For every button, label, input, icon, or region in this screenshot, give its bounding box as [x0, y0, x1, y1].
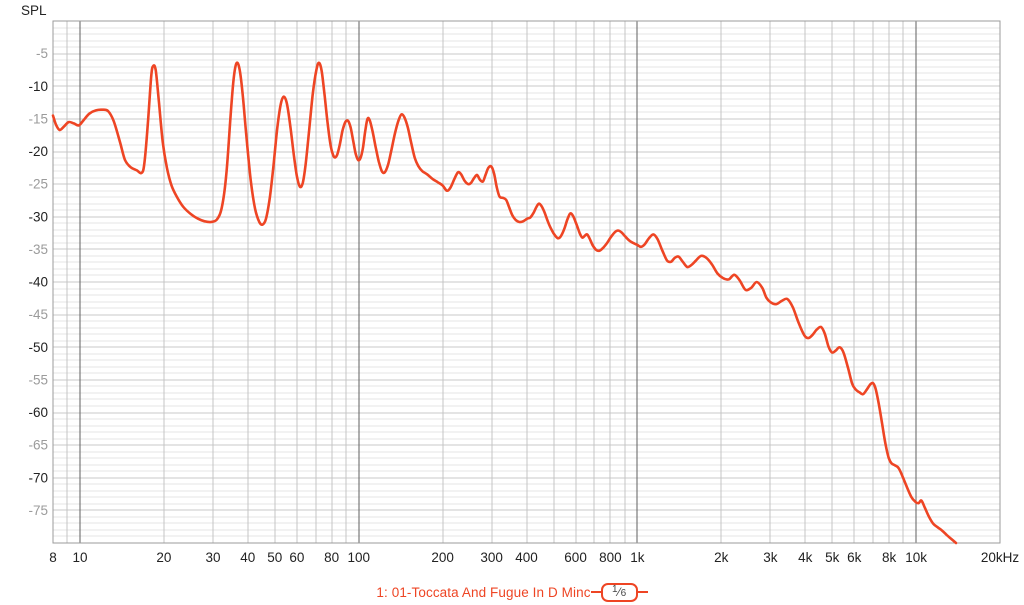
x-tick-label: 30 [205, 550, 220, 565]
smoothing-denominator: 6 [620, 588, 627, 599]
x-tick-label: 2k [714, 550, 729, 565]
x-tick-label: 600 [564, 550, 587, 565]
y-tick-label: -20 [28, 144, 48, 159]
y-tick-label: -15 [28, 111, 48, 126]
smoothing-fraction: 1 ⁄ 6 [612, 584, 627, 599]
x-tick-label: 20kHz [981, 550, 1020, 565]
x-tick-label: 6k [847, 550, 862, 565]
x-tick-label: 60 [289, 550, 304, 565]
smoothing-numerator: 1 [612, 584, 618, 595]
y-tick-label: -10 [28, 79, 48, 94]
x-tick-label: 8k [882, 550, 897, 565]
y-tick-label: -25 [28, 177, 48, 192]
y-tick-label: -55 [28, 372, 48, 387]
y-tick-label: -70 [28, 470, 48, 485]
x-tick-label: 100 [347, 550, 370, 565]
x-tick-label: 10 [72, 550, 87, 565]
legend-line-right [637, 591, 648, 593]
page-title: SPL [21, 3, 47, 18]
spl-trace-path [51, 61, 958, 545]
plot-border [52, 20, 1001, 544]
x-tick-label: 3k [763, 550, 778, 565]
y-tick-label: -65 [28, 438, 48, 453]
y-tick-label: -35 [28, 242, 48, 257]
x-tick-label: 1k [630, 550, 645, 565]
y-tick-label: -60 [28, 405, 48, 420]
x-tick-label: 80 [324, 550, 339, 565]
smoothing-badge: 1 ⁄ 6 [600, 582, 638, 602]
x-tick-label: 800 [599, 550, 622, 565]
y-axis-tick-labels: -5 -10 -15 -20 -25 -30 -35 -40 -45 -50 -55 -60 -65 -7… [28, 46, 48, 518]
y-tick-label: -40 [28, 275, 48, 290]
legend-measurement-label: 1: 01-Toccata And Fugue In D Minc [376, 584, 591, 600]
x-tick-label: 40 [240, 550, 255, 565]
y-tick-label: -5 [36, 46, 48, 61]
x-tick-label: 200 [431, 550, 454, 565]
grid-decade-lines [79, 21, 917, 543]
x-axis-tick-labels: 8 10 20 30 40 50 60 80 100 200 300 400 600 800 1k 2k 3k 4… [49, 550, 1019, 565]
y-tick-label: -45 [28, 307, 48, 322]
legend: 1: 01-Toccata And Fugue In D Minc 1 ⁄ 6 [0, 581, 1024, 603]
legend-line-left [590, 591, 601, 593]
y-tick-label: -30 [28, 209, 48, 224]
y-tick-label: -75 [28, 503, 48, 518]
x-tick-label: 8 [49, 550, 57, 565]
x-tick-label: 20 [156, 550, 171, 565]
smoothing-slash: ⁄ [618, 585, 621, 599]
x-tick-label: 50 [267, 550, 282, 565]
y-tick-label: -50 [28, 340, 48, 355]
spl-trace [51, 61, 958, 545]
x-tick-label: 400 [515, 550, 538, 565]
x-tick-label: 5k [825, 550, 840, 565]
x-tick-label: 300 [480, 550, 503, 565]
x-tick-label: 4k [798, 550, 813, 565]
x-tick-label: 10k [905, 550, 927, 565]
